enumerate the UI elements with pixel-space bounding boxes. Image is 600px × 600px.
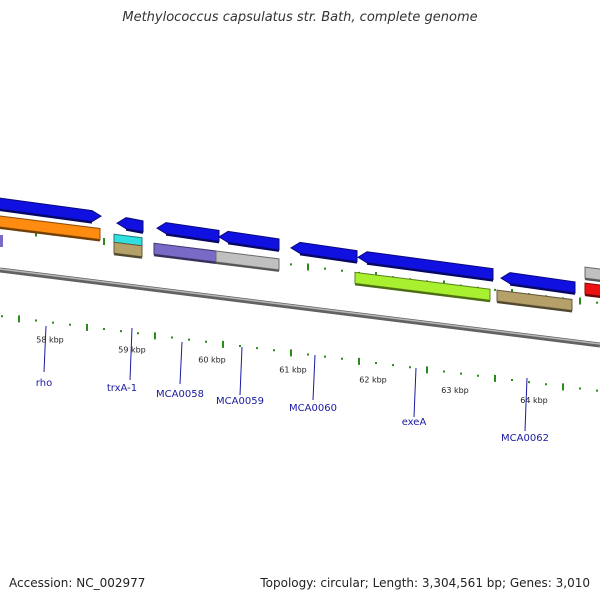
gene-label-leader xyxy=(239,346,243,396)
inner-scale-tick xyxy=(477,374,479,377)
gene-arrow xyxy=(116,217,144,233)
gene-arrow-shadow xyxy=(366,262,494,282)
inner-scale-tick xyxy=(579,387,581,390)
gene-bar-shadow xyxy=(215,262,280,272)
gene-label: MCA0060 xyxy=(289,403,337,414)
inner-scale-tick xyxy=(205,340,207,343)
inner-scale-tick xyxy=(273,349,275,352)
inner-scale-tick xyxy=(154,332,156,340)
inner-scale-tick xyxy=(171,336,173,339)
gene-label: MCA0058 xyxy=(156,389,204,400)
gene-arrow xyxy=(0,197,102,223)
gene-bar xyxy=(584,282,600,297)
inner-scale-tick xyxy=(222,340,224,348)
map-title: Methylococcus capsulatus str. Bath, comp… xyxy=(122,10,478,25)
gene-arrow xyxy=(218,230,280,251)
gene-label: rho xyxy=(36,378,52,389)
inner-scale-tick xyxy=(239,345,241,347)
inner-scale-tick xyxy=(341,357,343,360)
inner-scale-tick xyxy=(392,364,394,367)
gene-arrow-shadow xyxy=(165,233,220,244)
inner-scale-tick xyxy=(35,319,37,322)
outer-scale-tick xyxy=(596,301,598,304)
scale-label: 61 kbp xyxy=(279,366,307,375)
inner-scale-tick xyxy=(443,370,445,373)
inner-scale-tick xyxy=(358,357,360,365)
scale-label: 58 kbp xyxy=(36,335,64,344)
outer-scale-tick xyxy=(324,267,326,270)
gene-bar-shadow xyxy=(496,301,573,313)
gene-bar xyxy=(584,266,600,281)
gene-bar-shadow xyxy=(0,226,101,242)
outer-scale-tick xyxy=(341,269,343,272)
inner-scale-tick xyxy=(69,323,71,326)
inner-scale-tick xyxy=(545,383,547,386)
genome-backbone xyxy=(0,267,600,348)
gene-label-leader xyxy=(312,354,316,401)
scale-label: 63 kbp xyxy=(441,386,469,395)
gene-bar-edge xyxy=(0,235,3,247)
gene-arrow xyxy=(156,222,220,242)
inner-scale-tick xyxy=(1,315,3,318)
scale-label: 59 kbp xyxy=(118,346,146,355)
gene-arrow-shadow xyxy=(299,253,358,264)
inner-scale-tick xyxy=(511,379,513,381)
gene-bar-shadow xyxy=(584,278,600,283)
gene-bar-shadow xyxy=(113,253,143,259)
inner-scale-tick xyxy=(562,383,564,391)
gene-arrow-shadow xyxy=(125,228,144,234)
scale-label: 62 kbp xyxy=(359,376,387,385)
gene-arrow-shadow xyxy=(227,242,280,252)
outer-scale-tick xyxy=(579,297,581,305)
gene-label-leader xyxy=(413,367,417,418)
gene-label: MCA0062 xyxy=(501,433,549,444)
genome-backbone-highlight xyxy=(0,268,600,345)
inner-scale-tick xyxy=(375,362,377,364)
gene-label-leader xyxy=(179,341,183,385)
gene-bar-shadow xyxy=(584,294,600,299)
inner-scale-tick xyxy=(307,353,309,356)
inner-scale-tick xyxy=(494,374,496,382)
inner-scale-tick xyxy=(409,366,411,369)
outer-scale-tick xyxy=(307,263,309,271)
gene-arrow-shadow xyxy=(0,209,93,224)
inner-scale-tick xyxy=(256,347,258,350)
gene-label: exeA xyxy=(402,417,427,428)
inner-scale-tick xyxy=(290,349,292,357)
gene-label: MCA0059 xyxy=(216,396,264,407)
scale-label: 64 kbp xyxy=(520,396,548,405)
gene-arrow xyxy=(500,272,576,294)
outer-scale-tick xyxy=(494,288,496,291)
gene-arrow-shadow xyxy=(509,283,576,295)
gene-arrow xyxy=(290,241,358,263)
inner-scale-tick xyxy=(120,330,122,333)
genome-summary-text: Topology: circular; Length: 3,304,561 bp… xyxy=(260,576,590,590)
inner-scale-tick xyxy=(460,372,462,375)
inner-scale-tick xyxy=(528,381,530,384)
inner-scale-tick xyxy=(52,321,54,324)
gene-label: trxA-1 xyxy=(107,383,137,394)
gene-label-leader xyxy=(43,325,47,373)
outer-scale-tick xyxy=(290,263,292,266)
inner-scale-tick xyxy=(137,332,139,335)
outer-scale-tick xyxy=(103,238,105,245)
inner-scale-tick xyxy=(596,389,598,392)
inner-scale-tick xyxy=(426,366,428,374)
inner-scale-tick xyxy=(18,315,20,323)
gene-label-leader xyxy=(524,377,528,432)
gene-bar-shadow xyxy=(153,254,217,264)
inner-scale-tick xyxy=(86,323,88,331)
inner-scale-tick xyxy=(103,328,105,330)
accession-text: Accession: NC_002977 xyxy=(9,576,146,590)
gene-arrow xyxy=(357,251,494,281)
inner-scale-tick xyxy=(324,355,326,358)
gene-label-leader xyxy=(129,327,133,381)
scale-label: 60 kbp xyxy=(198,356,226,365)
gene-bar-shadow xyxy=(354,283,491,303)
inner-scale-tick xyxy=(188,338,190,341)
